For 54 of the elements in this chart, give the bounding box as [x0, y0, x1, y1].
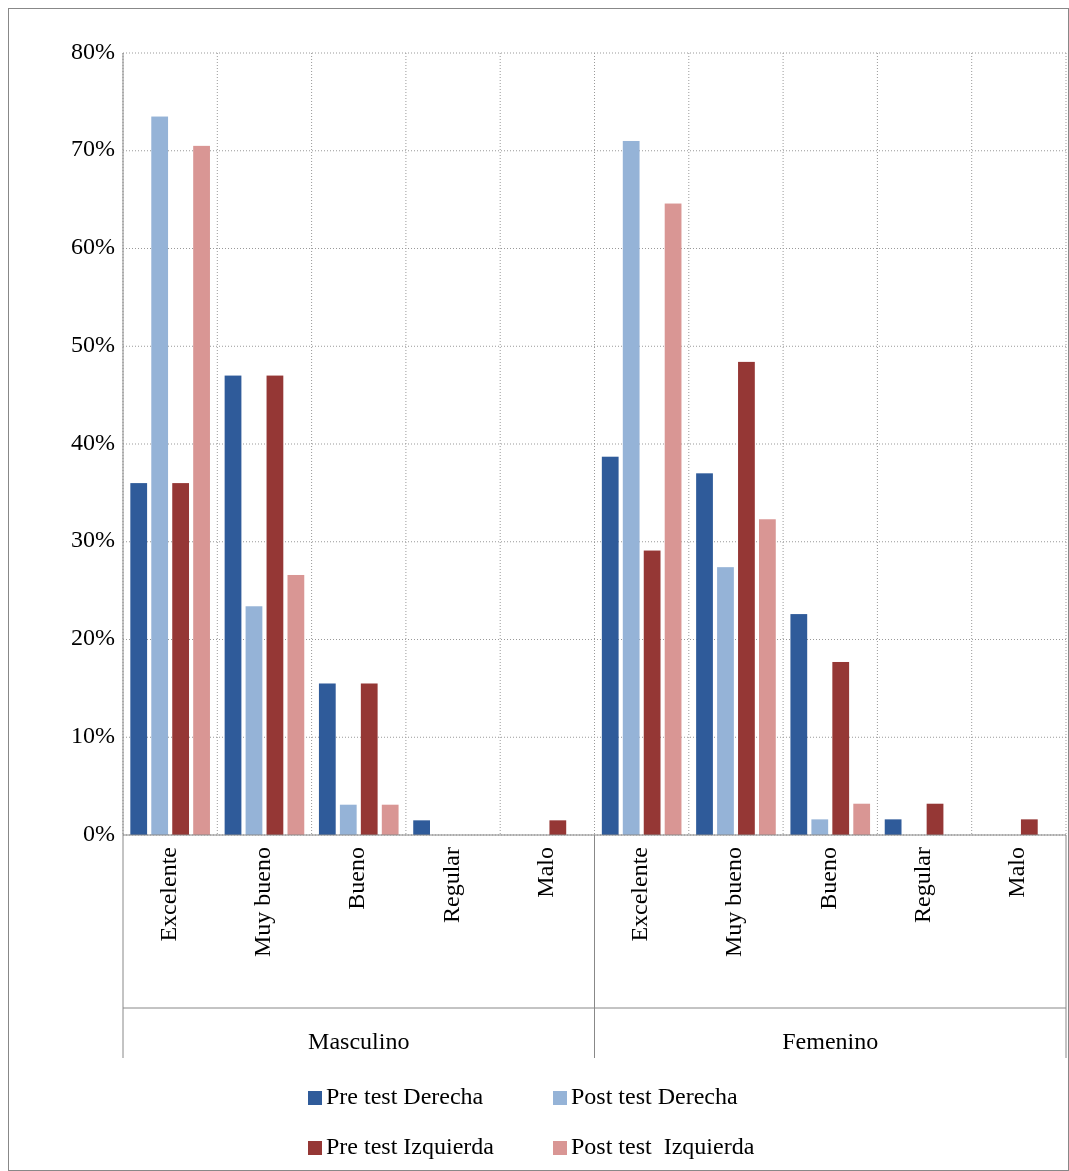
x-tick-label: Bueno	[814, 847, 841, 910]
bar	[360, 683, 378, 835]
bar	[622, 140, 640, 835]
y-tick-label: 60%	[71, 233, 115, 260]
y-tick-label: 40%	[71, 428, 115, 455]
bar	[266, 375, 284, 835]
bar	[1020, 819, 1038, 835]
bar	[193, 145, 210, 835]
y-tick-label: 10%	[71, 721, 115, 748]
bar	[339, 804, 357, 835]
y-tick-label: 70%	[71, 135, 115, 162]
bar	[811, 819, 829, 835]
bar	[790, 614, 808, 835]
bar	[738, 361, 755, 835]
y-tick-label: 80%	[71, 37, 115, 64]
text: Masculino	[308, 1027, 410, 1054]
y-tick-label: 0%	[83, 819, 115, 846]
bar	[130, 483, 148, 835]
x-tick-label: Muy bueno	[720, 847, 747, 957]
bar	[172, 483, 190, 835]
bar	[832, 661, 850, 835]
legend-label: Pre test Derecha	[326, 1082, 484, 1109]
bar	[853, 803, 871, 835]
bar	[287, 574, 305, 835]
legend-label: Post test Izquierda	[571, 1132, 755, 1159]
bar	[151, 116, 169, 835]
bar	[601, 456, 619, 835]
bar	[643, 550, 661, 835]
y-tick-label: 50%	[71, 330, 115, 357]
text: Femenino	[782, 1027, 879, 1054]
x-tick-label: Malo	[531, 847, 558, 898]
y-tick-label: 30%	[71, 526, 115, 553]
bar	[696, 473, 713, 835]
legend-label: Post test Derecha	[571, 1082, 738, 1109]
bar	[759, 519, 776, 835]
bar	[549, 820, 567, 835]
legend-label: Pre test Izquierda	[326, 1132, 495, 1159]
x-tick-label: Excelente	[626, 847, 653, 942]
y-tick-label: 20%	[71, 624, 115, 651]
x-tick-label: Regular	[437, 847, 464, 923]
bar	[926, 803, 944, 835]
bar	[884, 819, 902, 835]
x-tick-label: Muy bueno	[248, 847, 275, 957]
bar	[717, 567, 734, 835]
x-tick-label: Malo	[1003, 847, 1030, 898]
bar	[664, 203, 682, 835]
bar	[224, 375, 242, 835]
x-tick-label: Regular	[909, 847, 936, 923]
x-tick-label: Excelente	[154, 847, 181, 942]
bar	[381, 804, 399, 835]
x-tick-label: Bueno	[343, 847, 370, 910]
bar	[318, 683, 336, 835]
bar	[413, 820, 430, 835]
bar	[245, 606, 263, 835]
